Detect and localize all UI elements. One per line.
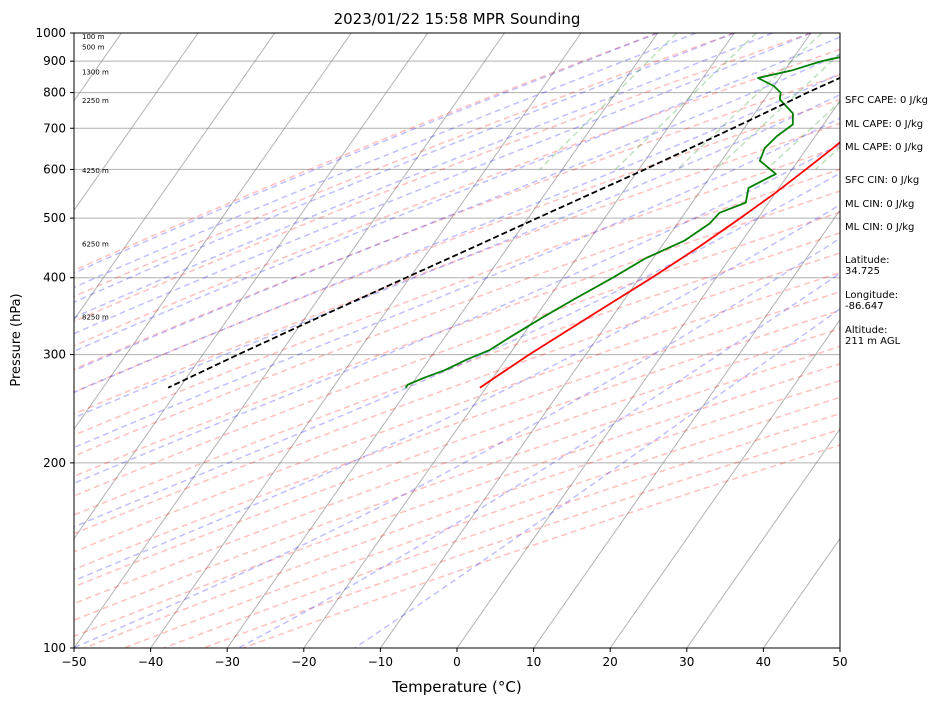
moist-adiabat-line xyxy=(74,33,812,335)
moist-adiabat-line xyxy=(74,93,840,419)
altitude-text: Altitude: 211 m AGL xyxy=(845,325,901,347)
dry-adiabat-line xyxy=(74,252,840,535)
moist-adiabat-line xyxy=(354,307,840,648)
isotherm-line xyxy=(150,33,582,648)
isotherm-line xyxy=(74,33,276,321)
isotherm-line xyxy=(74,33,199,212)
y-tick-label: 900 xyxy=(43,54,66,68)
moist-adiabat-line xyxy=(74,117,840,449)
chart-title: 2023/01/22 15:58 MPR Sounding xyxy=(334,10,581,28)
dry-adiabat-line xyxy=(74,168,840,457)
dry-adiabat-line xyxy=(74,190,840,478)
dewpoint-profile-line xyxy=(404,56,840,389)
dry-adiabat-line xyxy=(74,327,840,605)
isotherm-line xyxy=(74,33,429,540)
mixing-ratio-line xyxy=(539,33,678,170)
isotherm-line xyxy=(74,33,505,648)
isotherm-line xyxy=(456,99,840,648)
isotherm-line xyxy=(762,537,840,648)
height-label: 1300 m xyxy=(82,69,109,77)
isotherm-line xyxy=(74,33,352,431)
height-label: 8250 m xyxy=(82,313,109,321)
longitude-text: Longitude: -86.647 xyxy=(845,290,899,312)
height-label: 4250 m xyxy=(82,167,109,175)
mixing-ratio-line xyxy=(614,33,757,170)
dry-adiabat-line xyxy=(84,379,840,648)
moist-adiabat-line xyxy=(74,33,773,319)
x-tick-label: 40 xyxy=(756,655,771,669)
dry-adiabat-line xyxy=(74,33,735,298)
y-tick-label: 500 xyxy=(43,211,66,225)
moist-adiabat-line xyxy=(238,272,840,648)
dry-adiabat-line xyxy=(74,345,840,621)
moist-adiabat-line xyxy=(74,36,840,353)
dry-adiabat-line xyxy=(74,232,840,516)
dry-adiabat-line xyxy=(74,290,840,571)
dry-adiabat-line xyxy=(242,444,840,648)
moist-adiabat-line xyxy=(74,72,840,394)
dry-adiabat-line xyxy=(74,362,840,638)
mixing-ratio-line xyxy=(765,101,840,170)
latitude-text: Latitude: 34.725 xyxy=(845,255,890,277)
moist-adiabat-line xyxy=(74,53,840,372)
ml-cin-text-2: ML CIN: 0 J/kg xyxy=(845,222,915,233)
x-tick-label: −30 xyxy=(215,655,240,669)
height-label: 500 m xyxy=(82,44,105,52)
isotherm-line xyxy=(609,318,840,648)
x-tick-label: 50 xyxy=(832,655,847,669)
dry-adiabat-line xyxy=(74,33,658,272)
moist-adiabat-line xyxy=(74,143,840,485)
x-tick-label: 10 xyxy=(526,655,541,669)
dry-adiabat-line xyxy=(74,145,840,437)
ml-cape-text-2: ML CAPE: 0 J/kg xyxy=(845,142,924,153)
y-axis-label: Pressure (hPa) xyxy=(9,293,24,386)
temperature-profile-line xyxy=(479,141,840,389)
x-tick-label: 0 xyxy=(453,655,461,669)
y-tick-label: 100 xyxy=(43,641,66,655)
y-tick-label: 700 xyxy=(43,121,66,135)
isotherm-line xyxy=(533,209,840,648)
y-tick-label: 200 xyxy=(43,456,66,470)
x-axis-label: Temperature (°C) xyxy=(391,678,521,696)
isotherm-line xyxy=(303,33,735,648)
x-tick-label: −20 xyxy=(291,655,316,669)
dry-adiabat-line xyxy=(203,428,840,648)
x-tick-label: −40 xyxy=(138,655,163,669)
isotherm-line xyxy=(686,428,840,648)
moist-adiabat-line xyxy=(74,33,735,303)
sfc-cin-text: SFC CIN: 0 J/kg xyxy=(845,175,920,186)
parcel-profile-line xyxy=(167,76,840,389)
ml-cin-text: ML CIN: 0 J/kg xyxy=(845,199,915,210)
sfc-cape-text: SFC CAPE: 0 J/kg xyxy=(845,95,928,106)
dry-adiabat-line xyxy=(74,74,840,371)
y-tick-label: 400 xyxy=(43,271,66,285)
height-label: 2250 m xyxy=(82,97,109,105)
ml-cape-text: ML CAPE: 0 J/kg xyxy=(845,119,924,130)
y-tick-label: 600 xyxy=(43,162,66,176)
y-tick-label: 1000 xyxy=(35,26,66,40)
y-tick-label: 300 xyxy=(43,348,66,362)
x-tick-label: 20 xyxy=(603,655,618,669)
height-label: 100 m xyxy=(82,33,105,41)
dry-adiabat-line xyxy=(74,122,840,415)
dry-adiabat-line xyxy=(74,98,840,393)
moist-adiabat-line xyxy=(74,33,697,289)
height-label: 6250 m xyxy=(82,240,109,248)
x-tick-label: −50 xyxy=(61,655,86,669)
isotherm-line xyxy=(379,33,812,648)
y-tick-label: 800 xyxy=(43,86,66,100)
moist-adiabat-line xyxy=(74,237,840,648)
x-tick-label: 30 xyxy=(679,655,694,669)
x-tick-label: −10 xyxy=(368,655,393,669)
isotherm-line xyxy=(226,33,659,648)
dry-adiabat-line xyxy=(74,33,812,323)
